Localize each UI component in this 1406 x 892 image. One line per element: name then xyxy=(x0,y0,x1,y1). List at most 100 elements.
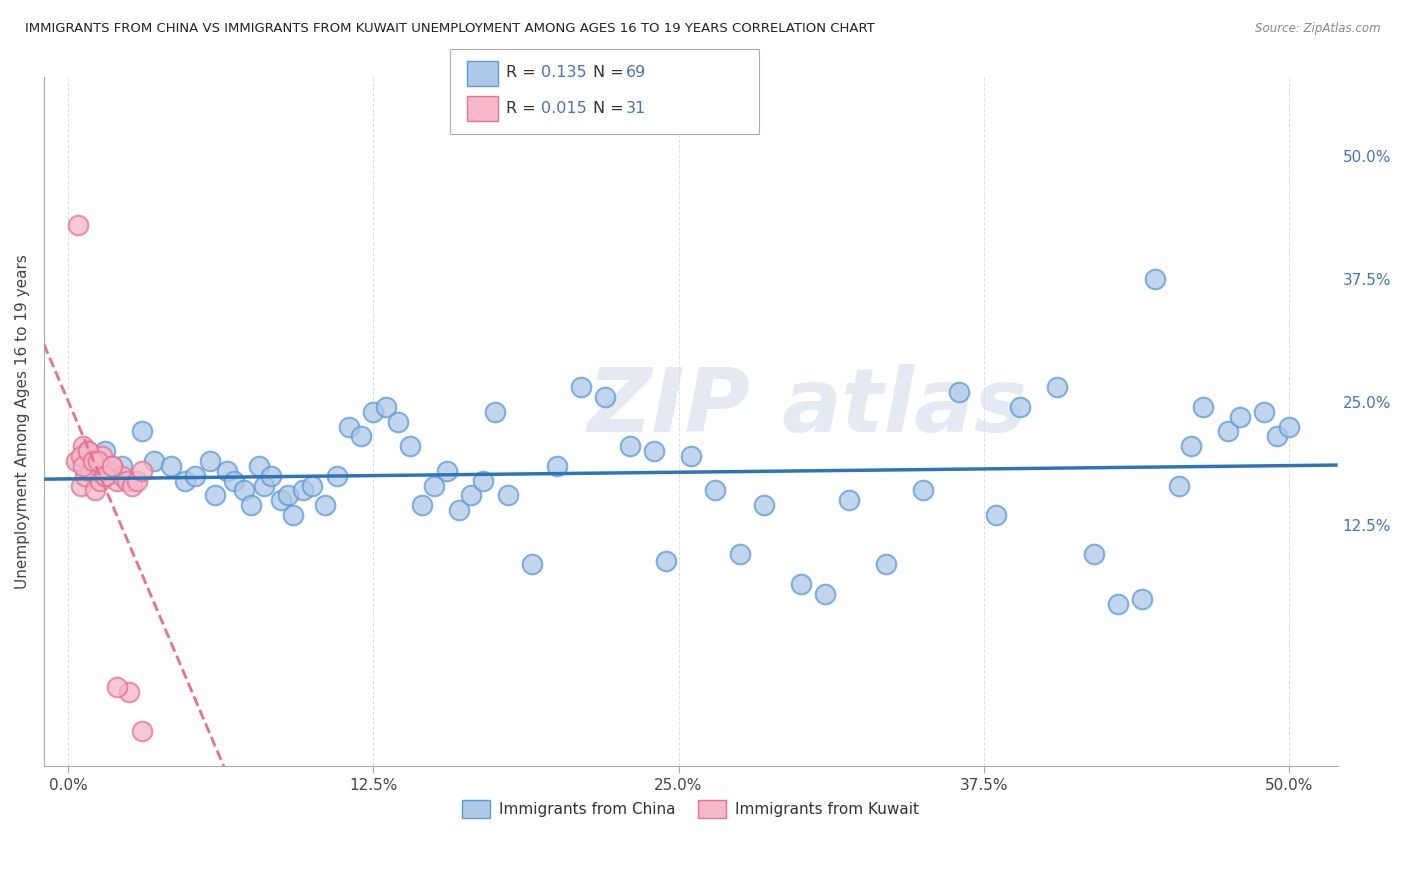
Point xyxy=(82,464,104,478)
Text: N =: N = xyxy=(593,65,624,79)
Point xyxy=(838,493,860,508)
Point xyxy=(411,498,433,512)
Point xyxy=(569,380,592,394)
Point xyxy=(1180,439,1202,453)
Point xyxy=(984,508,1007,522)
Point xyxy=(89,474,111,488)
Point xyxy=(520,558,543,572)
Point xyxy=(363,405,385,419)
Point xyxy=(111,468,134,483)
Text: 0.135: 0.135 xyxy=(541,65,586,79)
Text: IMMIGRANTS FROM CHINA VS IMMIGRANTS FROM KUWAIT UNEMPLOYMENT AMONG AGES 16 TO 19: IMMIGRANTS FROM CHINA VS IMMIGRANTS FROM… xyxy=(25,22,875,36)
Point xyxy=(1192,400,1215,414)
Point xyxy=(911,483,934,498)
Point xyxy=(399,439,422,453)
Point xyxy=(96,464,118,478)
Point xyxy=(436,464,458,478)
Point xyxy=(423,478,446,492)
Point xyxy=(643,444,665,458)
Point xyxy=(69,478,91,492)
Point xyxy=(1107,597,1129,611)
Point xyxy=(121,478,143,492)
Point xyxy=(76,444,98,458)
Point xyxy=(233,483,256,498)
Point xyxy=(655,554,678,568)
Point xyxy=(252,478,274,492)
Point xyxy=(679,449,702,463)
Point xyxy=(1143,272,1166,286)
Point xyxy=(131,425,153,439)
Point xyxy=(101,458,124,473)
Point xyxy=(814,587,837,601)
Point xyxy=(86,454,108,468)
Point xyxy=(484,405,506,419)
Point xyxy=(472,474,495,488)
Point xyxy=(115,474,138,488)
Text: atlas: atlas xyxy=(782,365,1028,451)
Point xyxy=(67,218,90,232)
Point xyxy=(131,464,153,478)
Point xyxy=(277,488,299,502)
Legend: Immigrants from China, Immigrants from Kuwait: Immigrants from China, Immigrants from K… xyxy=(457,794,925,823)
Text: R =: R = xyxy=(506,65,536,79)
Text: 0.015: 0.015 xyxy=(541,102,588,116)
Text: Source: ZipAtlas.com: Source: ZipAtlas.com xyxy=(1256,22,1381,36)
Point xyxy=(704,483,727,498)
Point xyxy=(1278,419,1301,434)
Point xyxy=(1253,405,1275,419)
Point xyxy=(240,498,263,512)
Point xyxy=(1168,478,1191,492)
Point xyxy=(260,468,283,483)
Point xyxy=(387,415,409,429)
Point xyxy=(350,429,373,443)
Point xyxy=(1265,429,1288,443)
Point xyxy=(752,498,775,512)
Point xyxy=(728,548,751,562)
Y-axis label: Unemployment Among Ages 16 to 19 years: Unemployment Among Ages 16 to 19 years xyxy=(15,254,30,589)
Point xyxy=(184,468,207,483)
Point xyxy=(198,454,221,468)
Point xyxy=(69,449,91,463)
Point xyxy=(159,458,181,473)
Point xyxy=(1046,380,1069,394)
Point xyxy=(1229,409,1251,424)
Point xyxy=(337,419,360,434)
Point xyxy=(247,458,270,473)
Point xyxy=(314,498,336,512)
Point xyxy=(447,503,470,517)
Point xyxy=(82,454,104,468)
Point xyxy=(619,439,641,453)
Point xyxy=(76,444,98,458)
Text: N =: N = xyxy=(593,102,624,116)
Point xyxy=(270,493,292,508)
Point xyxy=(291,483,314,498)
Point xyxy=(91,449,114,463)
Point xyxy=(546,458,568,473)
Point xyxy=(496,488,519,502)
Point xyxy=(125,474,148,488)
Point xyxy=(105,474,128,488)
Point xyxy=(1130,591,1153,606)
Point xyxy=(84,483,107,498)
Text: ZIP: ZIP xyxy=(588,365,749,451)
Point xyxy=(1010,400,1032,414)
Point xyxy=(281,508,304,522)
Point xyxy=(65,454,87,468)
Point xyxy=(101,458,124,473)
Point xyxy=(105,680,128,694)
Point xyxy=(1083,548,1105,562)
Point xyxy=(326,468,349,483)
Point xyxy=(94,468,117,483)
Point xyxy=(79,464,101,478)
Point xyxy=(204,488,226,502)
Point xyxy=(131,724,153,739)
Point xyxy=(72,439,94,453)
Point xyxy=(875,558,897,572)
Point xyxy=(142,454,165,468)
Point xyxy=(374,400,396,414)
Point xyxy=(948,385,970,400)
Point xyxy=(789,577,811,591)
Point xyxy=(1216,425,1239,439)
Point xyxy=(111,458,134,473)
Point xyxy=(595,390,617,404)
